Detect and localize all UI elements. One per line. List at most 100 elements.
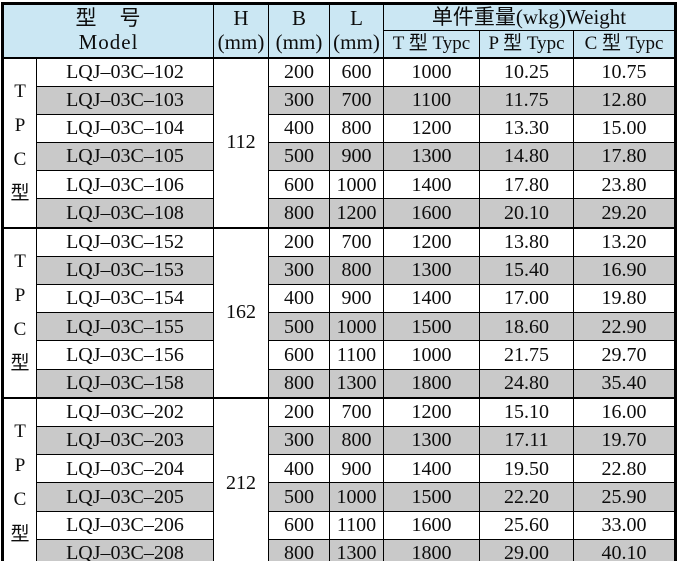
p-weight-cell: 11.75 bbox=[479, 85, 574, 115]
model-cell: LQJ–03C–152 bbox=[36, 226, 214, 257]
c-weight-cell: 29.20 bbox=[572, 198, 677, 229]
model-cell: LQJ–03C–203 bbox=[36, 425, 214, 456]
table-row: LQJ–03C–106 600 1000 1400 17.80 23.80 bbox=[3, 170, 677, 200]
table-row: LQJ–03C–158 800 1300 1800 24.80 35.40 bbox=[3, 368, 677, 399]
table-row: LQJ–03C–103 300 700 1100 11.75 12.80 bbox=[3, 85, 677, 115]
b-value-cell: 800 bbox=[268, 538, 330, 561]
table-row: LQJ–03C–154 400 900 1400 17.00 19.80 bbox=[3, 283, 677, 314]
t-weight-cell: 1300 bbox=[383, 142, 480, 172]
t-weight-cell: 1200 bbox=[383, 396, 480, 427]
group-side-label-char: 型 bbox=[10, 523, 30, 545]
b-value-cell: 600 bbox=[268, 170, 330, 200]
p-weight-cell: 18.60 bbox=[479, 312, 574, 342]
model-cell: LQJ–03C–154 bbox=[36, 283, 214, 314]
l-value-cell: 900 bbox=[329, 142, 384, 172]
l-value-cell: 1100 bbox=[329, 510, 384, 540]
group-side-label-char: C bbox=[13, 149, 27, 171]
b-value-cell: 800 bbox=[268, 368, 330, 399]
b-value-cell: 300 bbox=[268, 255, 330, 286]
table-row: LQJ–03C–156 600 1100 1000 21.75 29.70 bbox=[3, 340, 677, 370]
model-cell: LQJ–03C–106 bbox=[36, 170, 214, 200]
header-h-cell: H (mm) bbox=[213, 3, 269, 58]
group-side-label-char: 型 bbox=[10, 353, 30, 375]
model-cell: LQJ–03C–108 bbox=[36, 198, 214, 229]
header-b-cell: B (mm) bbox=[268, 3, 330, 58]
b-value-cell: 200 bbox=[268, 56, 330, 87]
header-weight-p-type: P 型 Typc bbox=[479, 30, 574, 58]
t-weight-cell: 1200 bbox=[383, 226, 480, 257]
b-value-cell: 400 bbox=[268, 454, 330, 484]
b-value-cell: 600 bbox=[268, 340, 330, 370]
p-weight-cell: 15.10 bbox=[479, 396, 574, 427]
p-weight-cell: 10.25 bbox=[479, 56, 574, 87]
table-row: LQJ–03C–204 400 900 1400 19.50 22.80 bbox=[3, 454, 677, 484]
table-row: T P C 型 LQJ–03C–152 162 200 700 1200 13.80 13.20 bbox=[2, 226, 677, 399]
l-value-cell: 1200 bbox=[329, 198, 384, 229]
model-cell: LQJ–03C–102 bbox=[36, 56, 214, 87]
p-weight-cell: 17.80 bbox=[479, 170, 574, 200]
l-value-cell: 800 bbox=[329, 113, 384, 144]
p-weight-cell: 13.30 bbox=[479, 113, 574, 144]
b-value-cell: 300 bbox=[268, 85, 330, 115]
p-weight-cell: 14.80 bbox=[479, 142, 574, 172]
t-weight-cell: 1500 bbox=[383, 312, 480, 342]
l-value-cell: 900 bbox=[329, 283, 384, 314]
table-row: LQJ–03C–206 600 1100 1600 25.60 33.00 bbox=[3, 510, 677, 540]
t-weight-cell: 1400 bbox=[383, 170, 480, 200]
c-weight-cell: 16.00 bbox=[572, 396, 677, 427]
t-weight-cell: 1600 bbox=[383, 510, 480, 540]
l-value-cell: 1300 bbox=[329, 538, 384, 561]
t-weight-cell: 1100 bbox=[383, 85, 480, 115]
b-value-cell: 200 bbox=[268, 226, 330, 257]
c-weight-cell: 19.80 bbox=[572, 283, 677, 314]
p-weight-cell: 17.11 bbox=[479, 425, 574, 456]
group-side-label-char: P bbox=[14, 114, 26, 136]
c-weight-cell: 33.00 bbox=[572, 510, 677, 540]
table-row: LQJ–03C–104 400 800 1200 13.30 15.00 bbox=[3, 113, 677, 144]
c-weight-cell: 29.70 bbox=[572, 340, 677, 370]
table-row: T P C 型 LQJ–03C–102 112 200 600 1000 10.25 10.75 bbox=[2, 56, 677, 229]
t-weight-cell: 1200 bbox=[383, 113, 480, 144]
p-weight-cell: 24.80 bbox=[479, 368, 574, 399]
p-weight-cell: 21.75 bbox=[479, 340, 574, 370]
table-row: LQJ–03C–203 300 800 1300 17.11 19.70 bbox=[3, 425, 677, 456]
header-b-label: B bbox=[291, 6, 306, 31]
header-model-cn: 型 号 bbox=[75, 6, 142, 31]
b-value-cell: 800 bbox=[268, 198, 330, 229]
c-weight-cell: 15.00 bbox=[572, 113, 677, 144]
model-cell: LQJ–03C–206 bbox=[36, 510, 214, 540]
l-value-cell: 600 bbox=[329, 56, 384, 87]
t-weight-cell: 1300 bbox=[383, 425, 480, 456]
l-value-cell: 900 bbox=[329, 454, 384, 484]
group-side-label-char: T bbox=[14, 80, 26, 102]
b-value-cell: 200 bbox=[268, 396, 330, 427]
table-row: LQJ–03C–155 500 1000 1500 18.60 22.90 bbox=[3, 312, 677, 342]
h-value-cell: 112 bbox=[213, 56, 269, 229]
table-row: LQJ–03C–105 500 900 1300 14.80 17.80 bbox=[3, 142, 677, 172]
header-l-unit: (mm) bbox=[333, 29, 380, 54]
p-weight-cell: 19.50 bbox=[479, 454, 574, 484]
header-model-cell: 型 号 Model bbox=[2, 3, 214, 58]
t-weight-cell: 1300 bbox=[383, 255, 480, 286]
l-value-cell: 700 bbox=[329, 396, 384, 427]
c-weight-cell: 22.90 bbox=[572, 312, 677, 342]
header-b-unit: (mm) bbox=[275, 29, 323, 54]
b-value-cell: 500 bbox=[268, 482, 330, 512]
table-row: LQJ–03C–153 300 800 1300 15.40 16.90 bbox=[3, 255, 677, 286]
p-weight-cell: 29.00 bbox=[479, 538, 574, 561]
c-weight-cell: 25.90 bbox=[572, 482, 677, 512]
c-weight-cell: 35.40 bbox=[572, 368, 677, 399]
c-weight-cell: 40.10 bbox=[572, 538, 677, 561]
t-weight-cell: 1800 bbox=[383, 368, 480, 399]
header-h-unit: (mm) bbox=[217, 29, 265, 54]
header-model-en: Model bbox=[78, 29, 139, 54]
model-cell: LQJ–03C–153 bbox=[36, 255, 214, 286]
group-side-label-char: C bbox=[13, 319, 27, 341]
c-weight-cell: 16.90 bbox=[572, 255, 677, 286]
model-cell: LQJ–03C–105 bbox=[36, 142, 214, 172]
l-value-cell: 1100 bbox=[329, 340, 384, 370]
table-body: T P C 型 LQJ–03C–102 112 200 600 1000 10.25 10.75 LQ… bbox=[2, 56, 677, 561]
